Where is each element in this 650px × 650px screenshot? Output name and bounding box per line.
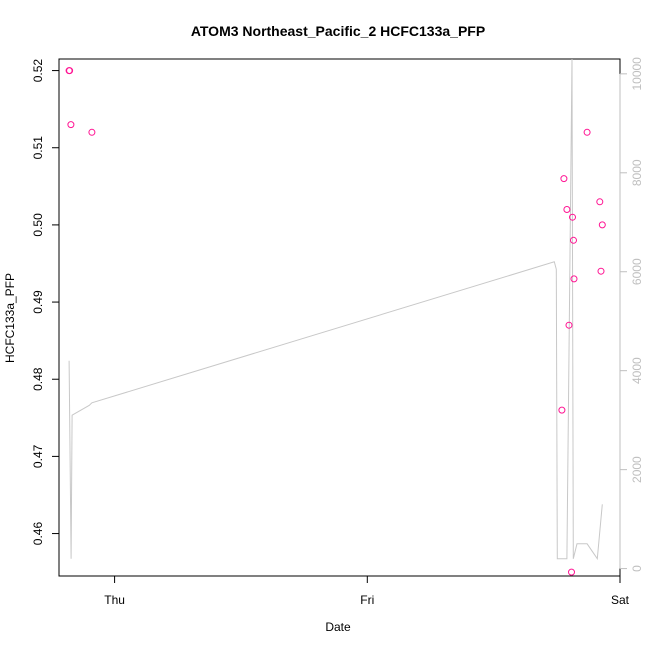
data-point (560, 175, 568, 183)
x-tick-label: Sat (611, 593, 630, 607)
y2-tick-label: 6000 (630, 258, 644, 285)
y2-tick-label: 10000 (630, 57, 644, 91)
data-point (598, 221, 606, 229)
data-point (565, 321, 573, 329)
x-axis: Thu Fri Sat (104, 575, 630, 607)
data-point (570, 236, 577, 244)
y2-tick-label: 4000 (630, 357, 644, 384)
altitude-series (68, 58, 603, 561)
x-tick-label: Thu (104, 593, 125, 607)
x-axis-title: Date (325, 620, 351, 634)
y-tick-label: 0.49 (31, 290, 45, 314)
data-point (66, 67, 74, 75)
data-point (570, 275, 578, 283)
hcfc133a-series (65, 67, 606, 576)
y2-tick-label: 0 (630, 565, 644, 572)
y-tick-label: 0.47 (31, 444, 45, 468)
data-point (596, 198, 604, 206)
y2-axis: 0 2000 4000 6000 8000 10000 (619, 57, 644, 572)
x-tick-label: Fri (360, 593, 374, 607)
data-point (558, 406, 566, 414)
y-tick-label: 0.48 (31, 367, 45, 391)
data-point (583, 128, 591, 136)
altitude-line (68, 58, 603, 561)
chart-title: ATOM3 Northeast_Pacific_2 HCFC133a_PFP (191, 23, 485, 39)
y-axis-title: HCFC133a_PFP (3, 273, 17, 363)
data-point (88, 128, 96, 136)
y-tick-label: 0.52 (31, 59, 45, 83)
plot-box (58, 58, 621, 577)
data-point (569, 213, 576, 221)
y2-tick-label: 8000 (630, 159, 644, 186)
data-point (568, 568, 575, 576)
y-tick-label: 0.46 (31, 522, 45, 546)
y-axis: 0.46 0.47 0.48 0.49 0.50 0.51 0.52 (31, 59, 60, 546)
data-point (563, 206, 571, 213)
y-tick-label: 0.50 (31, 213, 45, 237)
data-point (67, 121, 75, 129)
y-tick-label: 0.51 (31, 136, 45, 160)
y2-tick-label: 2000 (630, 456, 644, 483)
data-point (597, 267, 605, 275)
